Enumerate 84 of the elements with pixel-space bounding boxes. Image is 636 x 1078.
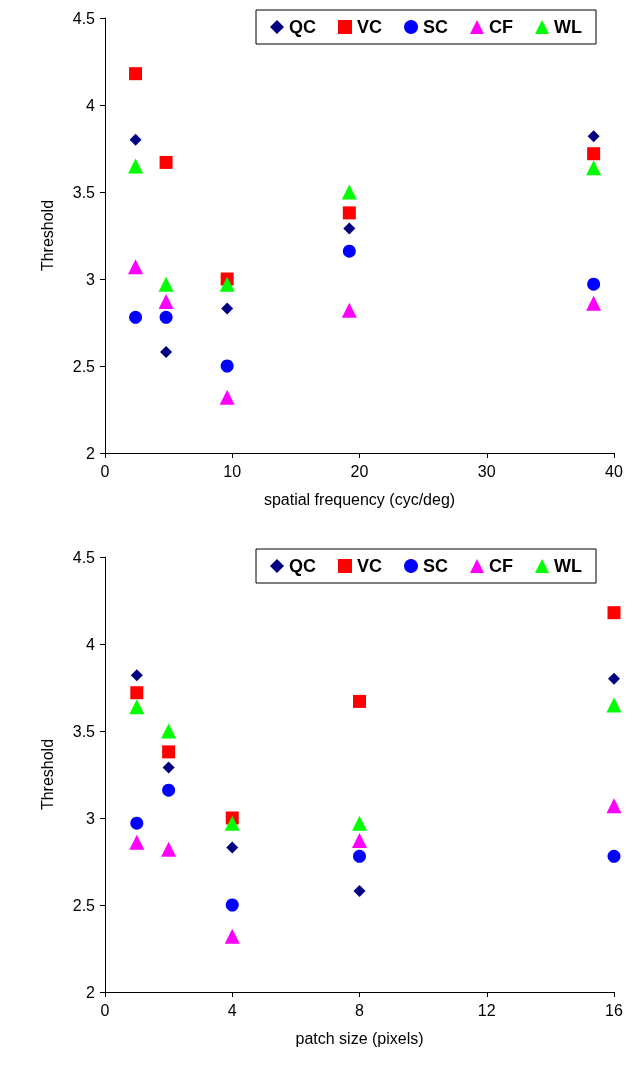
legend-label: SC — [423, 17, 449, 37]
point — [606, 798, 622, 814]
point — [607, 606, 621, 620]
x-tick-label: 16 — [605, 1001, 623, 1019]
point — [587, 277, 601, 291]
y-tick-label: 4.5 — [72, 9, 96, 27]
point — [130, 686, 144, 700]
x-tick-label: 40 — [605, 462, 623, 480]
y-tick-label: 2 — [86, 983, 96, 1001]
x-axis-title: spatial frequency (cyc/deg) — [263, 490, 456, 508]
point — [161, 841, 177, 857]
point — [221, 302, 234, 315]
legend-label: QC — [289, 556, 317, 576]
legend-label: SC — [423, 556, 449, 576]
y-tick-label: 3 — [86, 270, 96, 288]
point — [352, 833, 367, 849]
point — [129, 133, 142, 146]
point — [342, 244, 356, 258]
point — [162, 745, 176, 759]
x-tick-label: 12 — [477, 1001, 496, 1019]
y-tick-label: 4.5 — [72, 548, 96, 566]
point — [219, 389, 235, 405]
point — [224, 928, 240, 944]
point — [587, 130, 600, 143]
point — [225, 898, 239, 912]
point — [158, 294, 174, 310]
point — [128, 158, 144, 174]
x-tick-label: 20 — [350, 462, 369, 480]
point — [352, 815, 367, 831]
point — [128, 259, 144, 275]
legend-label: QC — [289, 17, 317, 37]
x-tick-label: 8 — [355, 1001, 365, 1019]
y-axis-title: Threshold — [38, 199, 56, 272]
point — [129, 834, 145, 850]
point — [129, 67, 143, 81]
x-tick-label: 4 — [227, 1001, 237, 1019]
point — [219, 276, 235, 292]
point — [353, 885, 366, 898]
point — [607, 849, 621, 863]
point — [162, 783, 176, 797]
legend-label: WL — [554, 556, 582, 576]
y-tick-label: 3.5 — [72, 183, 96, 201]
legend-label: VC — [357, 556, 383, 576]
point — [586, 295, 602, 311]
point — [159, 310, 173, 324]
point — [586, 160, 602, 176]
legend-label: CF — [489, 556, 514, 576]
point — [162, 761, 175, 774]
legend-label: WL — [554, 17, 582, 37]
y-tick-label: 4 — [86, 96, 96, 114]
y-tick-label: 3.5 — [72, 722, 96, 740]
y-axis-title: Threshold — [38, 738, 56, 811]
point — [353, 849, 366, 863]
y-tick-label: 4 — [86, 635, 96, 653]
point — [129, 310, 143, 324]
point — [342, 206, 356, 220]
point — [341, 302, 357, 318]
point — [160, 346, 173, 359]
point — [606, 697, 622, 713]
point — [161, 723, 177, 739]
x-tick-label: 0 — [100, 462, 110, 480]
point — [341, 184, 357, 200]
point — [130, 669, 143, 682]
point — [343, 222, 356, 235]
y-tick-label: 2.5 — [72, 896, 96, 914]
point — [353, 694, 366, 708]
point — [220, 359, 234, 373]
point — [224, 815, 240, 831]
point — [226, 841, 239, 854]
x-tick-label: 10 — [223, 462, 242, 480]
x-axis-title: patch size (pixels) — [295, 1029, 424, 1047]
y-tick-label: 2.5 — [72, 357, 96, 375]
point — [159, 155, 173, 169]
x-tick-label: 30 — [477, 462, 496, 480]
legend-label: VC — [357, 17, 383, 37]
point — [608, 672, 620, 685]
x-tick-label: 0 — [100, 1001, 110, 1019]
legend-label: CF — [489, 17, 514, 37]
y-tick-label: 2 — [86, 444, 96, 462]
point — [130, 816, 144, 830]
point — [129, 699, 145, 715]
y-tick-label: 3 — [86, 809, 96, 827]
point — [158, 276, 174, 292]
point — [587, 147, 601, 161]
